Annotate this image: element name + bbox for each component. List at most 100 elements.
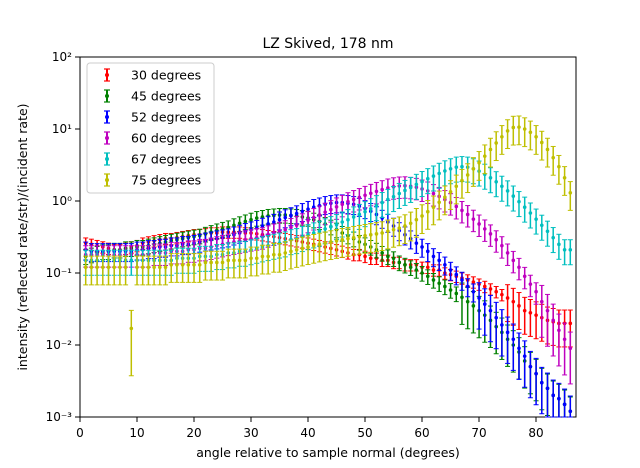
data-point xyxy=(500,323,504,327)
data-point xyxy=(386,197,390,202)
data-point xyxy=(517,265,521,270)
data-point xyxy=(391,256,396,261)
data-point xyxy=(568,248,573,252)
legend-label: 67 degrees xyxy=(131,152,201,167)
data-point xyxy=(511,194,516,198)
data-point xyxy=(448,167,453,171)
data-point xyxy=(397,260,402,265)
data-point xyxy=(482,227,487,231)
legend: 30 degrees 45 degrees 52 degrees 60 degr… xyxy=(86,62,215,194)
data-point xyxy=(277,217,282,222)
x-axis-ticks: 0 10 20 30 40 50 60 70 80 xyxy=(76,417,544,440)
data-point xyxy=(283,251,288,255)
chart-title: LZ Skived, 178 nm xyxy=(262,36,393,52)
x-tick-label: 10 xyxy=(129,426,144,440)
data-point xyxy=(522,354,527,358)
data-point xyxy=(482,154,487,158)
data-point xyxy=(551,155,555,160)
data-point xyxy=(488,308,493,313)
data-point xyxy=(477,222,481,226)
data-point xyxy=(420,271,424,275)
data-point xyxy=(443,169,447,173)
data-point xyxy=(414,268,419,272)
data-point xyxy=(528,211,533,215)
data-point xyxy=(391,227,396,232)
data-point xyxy=(203,260,208,265)
data-point xyxy=(351,235,356,240)
data-point xyxy=(249,217,253,222)
y-tick-label: 10⁻² xyxy=(46,338,73,352)
data-point xyxy=(551,235,555,240)
y-tick-label: 10⁰ xyxy=(52,194,72,208)
data-point xyxy=(101,265,105,270)
data-point xyxy=(129,258,134,263)
data-point xyxy=(534,217,538,221)
data-point xyxy=(403,188,407,193)
data-point xyxy=(289,249,293,254)
x-tick-label: 40 xyxy=(300,426,315,440)
data-point xyxy=(283,215,288,220)
data-point xyxy=(557,164,561,169)
data-point xyxy=(425,274,430,279)
data-point xyxy=(197,262,202,267)
data-point xyxy=(169,262,174,267)
data-point xyxy=(220,260,225,265)
data-point xyxy=(323,241,327,245)
y-tick-label: 10² xyxy=(52,50,72,64)
data-point xyxy=(488,147,493,152)
data-point xyxy=(425,209,430,214)
data-point xyxy=(528,130,533,135)
data-point xyxy=(539,380,544,385)
data-point xyxy=(226,258,231,263)
legend-frame xyxy=(86,62,215,194)
data-point xyxy=(146,265,151,270)
data-point xyxy=(534,313,538,317)
data-point xyxy=(500,292,504,297)
data-point xyxy=(562,402,567,407)
data-point xyxy=(368,191,373,196)
data-point xyxy=(528,311,533,315)
data-point xyxy=(528,364,533,369)
data-point xyxy=(414,217,419,222)
data-point xyxy=(511,258,516,263)
data-point xyxy=(454,272,459,277)
data-point xyxy=(408,265,413,270)
legend-label: 30 degrees xyxy=(131,68,201,83)
data-point xyxy=(517,304,521,308)
data-point xyxy=(465,173,470,177)
data-point xyxy=(494,237,498,242)
data-point xyxy=(83,265,88,270)
data-point xyxy=(272,220,276,224)
data-point xyxy=(408,221,413,226)
data-point xyxy=(232,223,236,228)
data-point xyxy=(306,207,310,211)
legend-marker xyxy=(105,115,109,119)
data-point xyxy=(374,189,379,194)
data-point xyxy=(112,265,117,270)
data-point xyxy=(329,240,333,244)
data-point xyxy=(357,195,362,200)
data-point xyxy=(163,265,168,270)
data-point xyxy=(465,212,470,217)
data-point xyxy=(89,265,94,270)
data-point xyxy=(539,140,544,145)
data-point xyxy=(511,337,516,342)
data-point xyxy=(477,296,481,300)
data-point xyxy=(448,288,453,292)
data-point xyxy=(140,265,145,270)
data-point xyxy=(482,302,487,306)
y-tick-label: 10¹ xyxy=(52,122,72,136)
legend-label: 45 degrees xyxy=(131,89,201,104)
data-point xyxy=(539,223,544,228)
data-point xyxy=(329,224,333,229)
data-point xyxy=(517,125,521,129)
x-tick-label: 30 xyxy=(243,426,258,440)
series-5 xyxy=(83,115,573,377)
data-point xyxy=(243,258,248,263)
data-point xyxy=(420,179,424,184)
data-point xyxy=(494,315,498,320)
data-point xyxy=(254,256,259,261)
data-point xyxy=(346,199,350,204)
data-point xyxy=(454,204,459,209)
data-point xyxy=(334,205,339,209)
